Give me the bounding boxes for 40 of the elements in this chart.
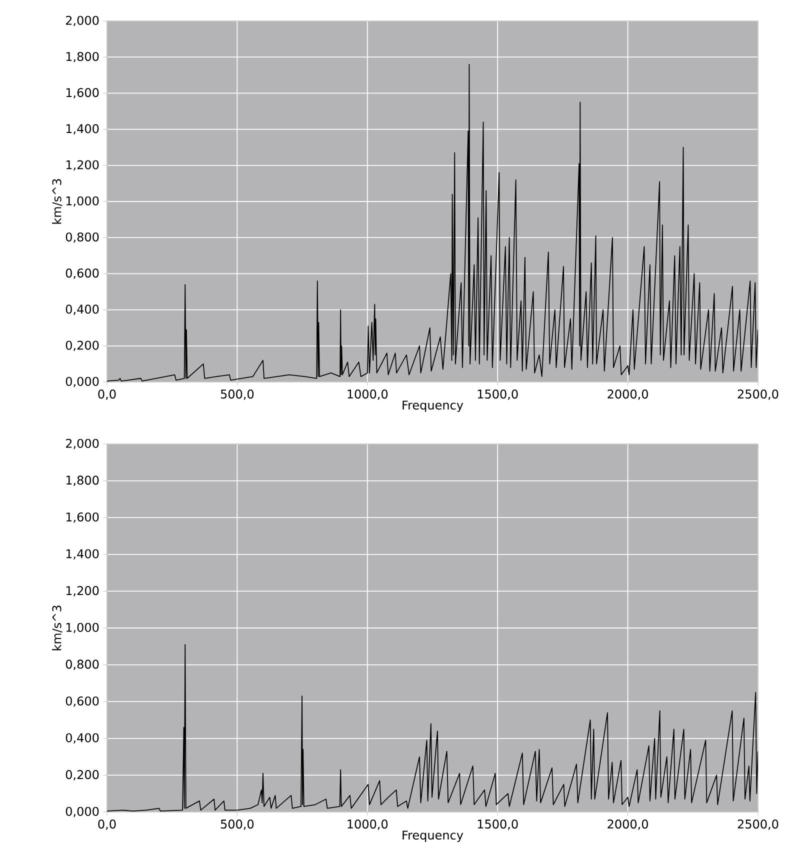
x-tick-label: 0,0 [98,390,116,400]
x-tick-label: 2500,0 [738,820,778,830]
y-tick-label: 1,600 [66,512,99,523]
x-tick-label: 1000,0 [348,390,388,400]
y-tick-label: 0,200 [66,770,99,780]
y-axis-title: km/s^3 [52,606,62,650]
y-tick-label: 1,200 [66,160,99,171]
y-tick-label: 2,000 [66,16,99,26]
y-tick-label: 0,000 [66,376,99,388]
line-series [107,64,758,382]
x-tick-label: 500,0 [220,390,254,400]
y-tick-label: 0,600 [66,268,99,279]
y-tick-label: 0,800 [66,232,99,243]
x-tick-label: 1500,0 [478,820,518,830]
x-axis-title: Frequency [402,830,464,842]
y-tick-label: 1,400 [66,124,99,134]
y-tick-label: 1,600 [66,88,99,98]
y-tick-label: 1,800 [66,52,99,62]
line-series [107,644,758,812]
y-tick-label: 0,200 [66,340,99,352]
y-tick-label: 1,400 [66,549,99,560]
x-tick-label: 0,0 [98,820,116,830]
x-axis-title: Frequency [402,400,464,412]
x-tick-label: 2500,0 [738,390,778,400]
y-tick-label: 0,800 [66,660,99,670]
x-tick-label: 1000,0 [348,820,388,830]
y-tick-label: 2,000 [66,438,99,450]
x-tick-label: 1500,0 [478,390,518,400]
x-tick-label: 2000,0 [608,820,648,830]
y-tick-label: 1,200 [66,586,99,596]
y-tick-label: 0,000 [66,806,99,818]
y-tick-label: 1,000 [66,622,99,634]
x-tick-label: 500,0 [220,820,254,830]
x-tick-label: 2000,0 [608,390,648,400]
y-tick-label: 0,400 [66,304,99,315]
y-tick-label: 1,800 [66,476,99,486]
y-tick-label: 1,000 [66,196,99,207]
y-axis-title: km/s^3 [52,179,62,224]
y-tick-label: 0,400 [66,733,99,744]
y-tick-label: 0,600 [66,696,99,707]
